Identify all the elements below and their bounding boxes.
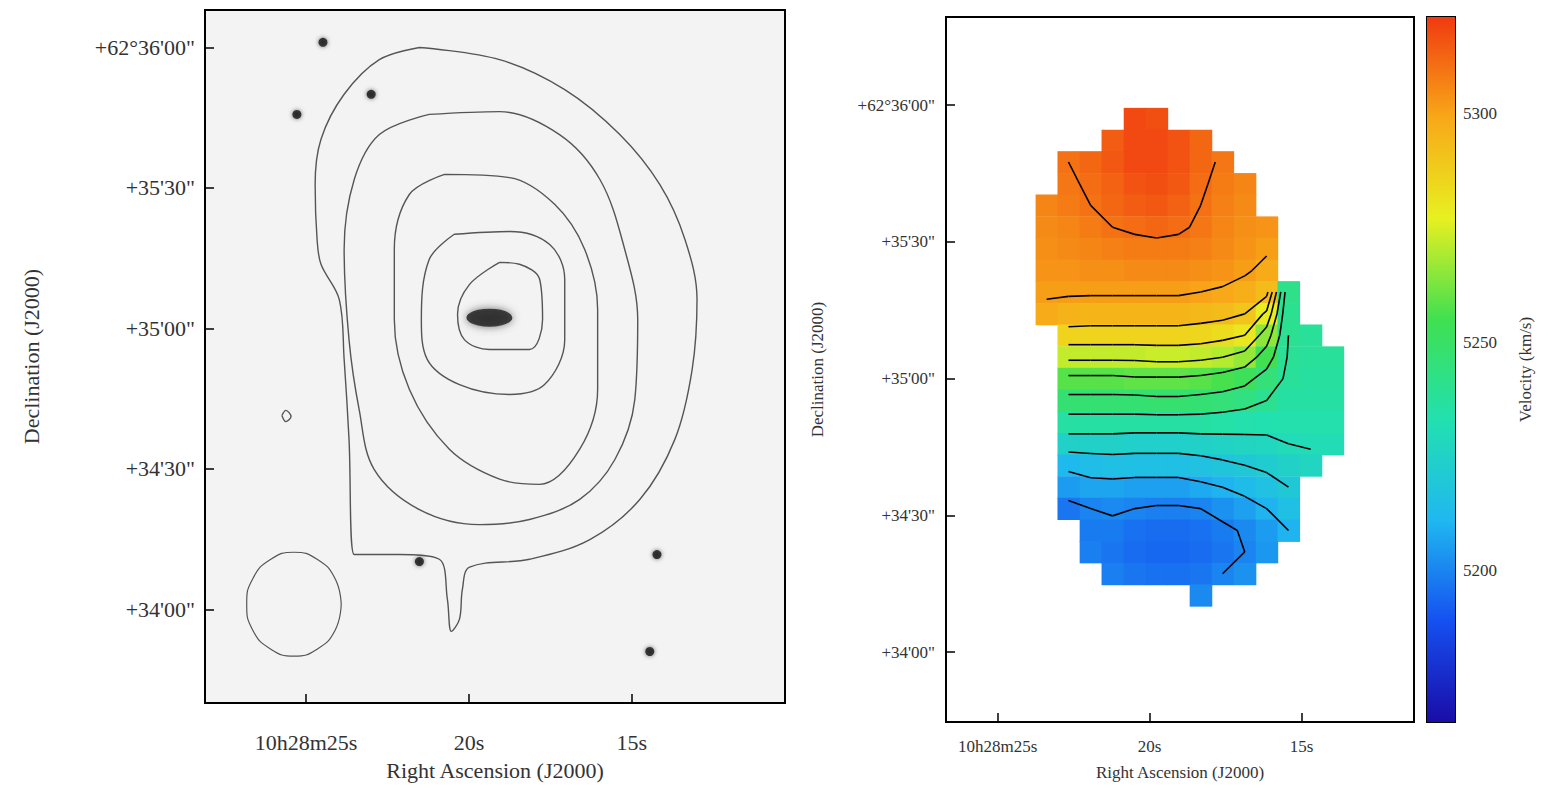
- svg-text:+35'30": +35'30": [881, 232, 935, 251]
- svg-text:+34'00": +34'00": [126, 597, 195, 622]
- svg-text:Velocity (km/s): Velocity (km/s): [1516, 317, 1535, 422]
- svg-text:15s: 15s: [1290, 737, 1314, 756]
- svg-text:+62°36'00": +62°36'00": [95, 35, 195, 60]
- svg-text:+62°36'00": +62°36'00": [858, 96, 935, 115]
- svg-text:5300: 5300: [1463, 104, 1497, 123]
- svg-text:20s: 20s: [1138, 737, 1162, 756]
- svg-text:+34'00": +34'00": [881, 643, 935, 662]
- svg-text:10h28m25s: 10h28m25s: [255, 730, 358, 755]
- svg-text:+35'30": +35'30": [126, 175, 195, 200]
- svg-text:15s: 15s: [617, 730, 648, 755]
- svg-text:Right Ascension (J2000): Right Ascension (J2000): [1096, 763, 1264, 782]
- svg-text:+34'30": +34'30": [126, 456, 195, 481]
- svg-text:Declination (J2000): Declination (J2000): [808, 302, 827, 438]
- svg-text:10h28m25s: 10h28m25s: [958, 737, 1037, 756]
- svg-text:Declination (J2000): Declination (J2000): [19, 269, 44, 444]
- svg-text:+35'00": +35'00": [881, 369, 935, 388]
- svg-text:5200: 5200: [1463, 561, 1497, 580]
- svg-text:+34'30": +34'30": [881, 506, 935, 525]
- svg-text:+35'00": +35'00": [126, 316, 195, 341]
- svg-text:20s: 20s: [454, 730, 485, 755]
- svg-text:5250: 5250: [1463, 333, 1497, 352]
- svg-text:Right Ascension (J2000): Right Ascension (J2000): [386, 758, 604, 783]
